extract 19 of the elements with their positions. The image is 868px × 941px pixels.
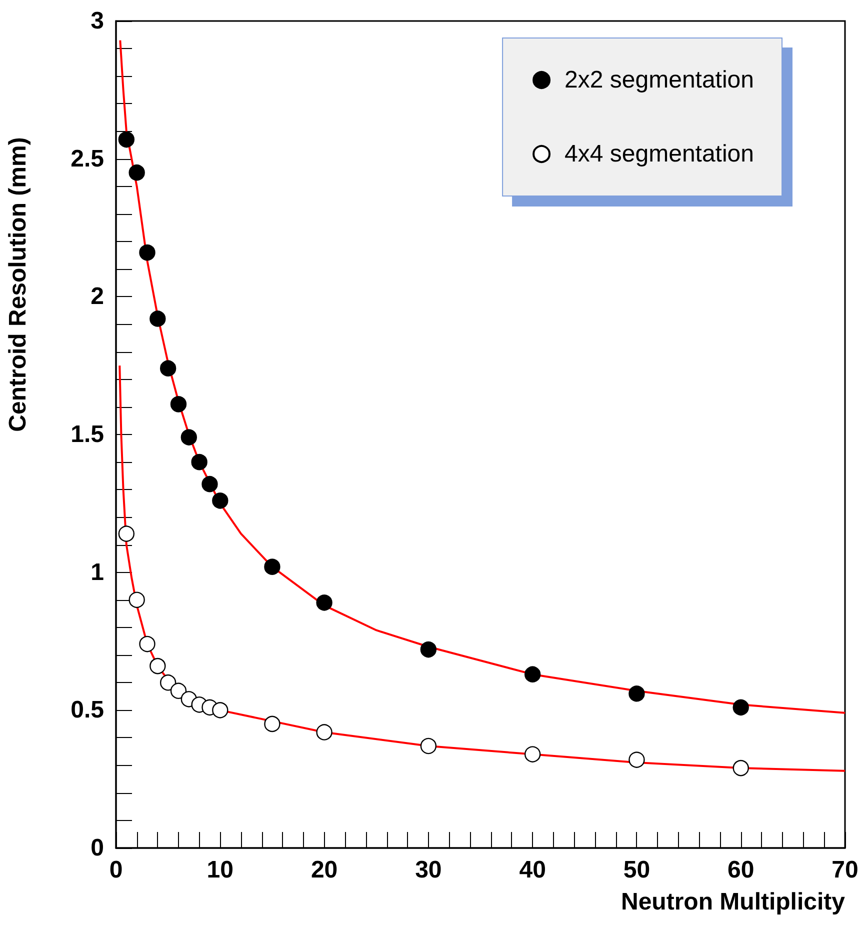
y-axis-title: Centroid Resolution (mm) — [4, 137, 32, 432]
x-tick-label: 30 — [415, 856, 442, 884]
x-tick-label: 50 — [623, 856, 650, 884]
x-tick-label: 60 — [728, 856, 754, 884]
y-tick-label: 2 — [90, 283, 104, 310]
legend-label: 4x4 segmentation — [564, 140, 754, 168]
y-tick-label: 2.5 — [70, 145, 104, 172]
x-tick-label: 40 — [519, 856, 546, 884]
y-tick-label: 1.5 — [70, 421, 104, 448]
x-tick-label: 0 — [109, 856, 123, 884]
y-tick-label: 0.5 — [70, 696, 104, 724]
x-tick-label: 20 — [310, 856, 338, 884]
x-axis-title: Neutron Multiplicity — [621, 888, 846, 916]
y-tick-label: 3 — [90, 8, 104, 34]
y-tick-label: 1 — [90, 558, 104, 586]
legend-label: 2x2 segmentation — [564, 66, 754, 94]
y-tick-label: 0 — [90, 834, 104, 862]
x-tick-label: 70 — [832, 856, 858, 884]
x-tick-label: 10 — [206, 856, 234, 884]
